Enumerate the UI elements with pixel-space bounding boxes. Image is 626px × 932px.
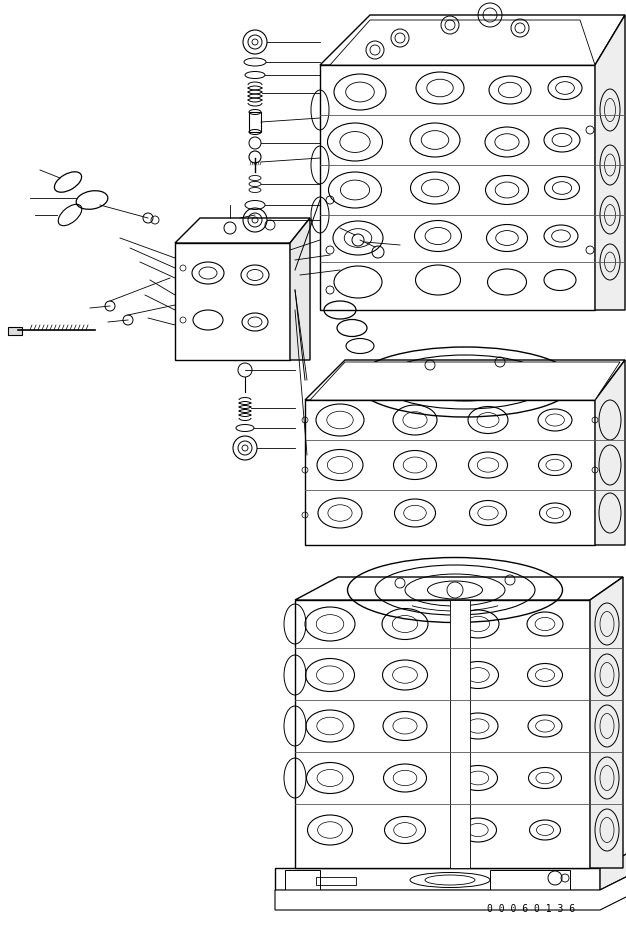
Polygon shape bbox=[285, 870, 320, 890]
Polygon shape bbox=[305, 400, 595, 545]
Polygon shape bbox=[320, 15, 625, 65]
Polygon shape bbox=[595, 15, 625, 310]
Polygon shape bbox=[450, 600, 470, 868]
Polygon shape bbox=[310, 362, 620, 400]
Bar bbox=[8, 327, 22, 335]
Bar bbox=[249, 112, 261, 132]
Polygon shape bbox=[275, 868, 600, 890]
Polygon shape bbox=[290, 218, 310, 360]
Polygon shape bbox=[330, 20, 595, 65]
Polygon shape bbox=[305, 360, 625, 400]
Polygon shape bbox=[590, 577, 623, 868]
Polygon shape bbox=[295, 577, 623, 600]
Polygon shape bbox=[595, 360, 625, 545]
Polygon shape bbox=[320, 65, 595, 310]
Polygon shape bbox=[175, 218, 310, 243]
Bar bbox=[316, 877, 356, 885]
Polygon shape bbox=[600, 852, 626, 890]
Polygon shape bbox=[490, 870, 570, 890]
Polygon shape bbox=[175, 243, 290, 360]
Polygon shape bbox=[275, 875, 626, 910]
Polygon shape bbox=[295, 600, 590, 868]
Text: 0 0 0 6 0 1 3 6: 0 0 0 6 0 1 3 6 bbox=[487, 904, 575, 914]
